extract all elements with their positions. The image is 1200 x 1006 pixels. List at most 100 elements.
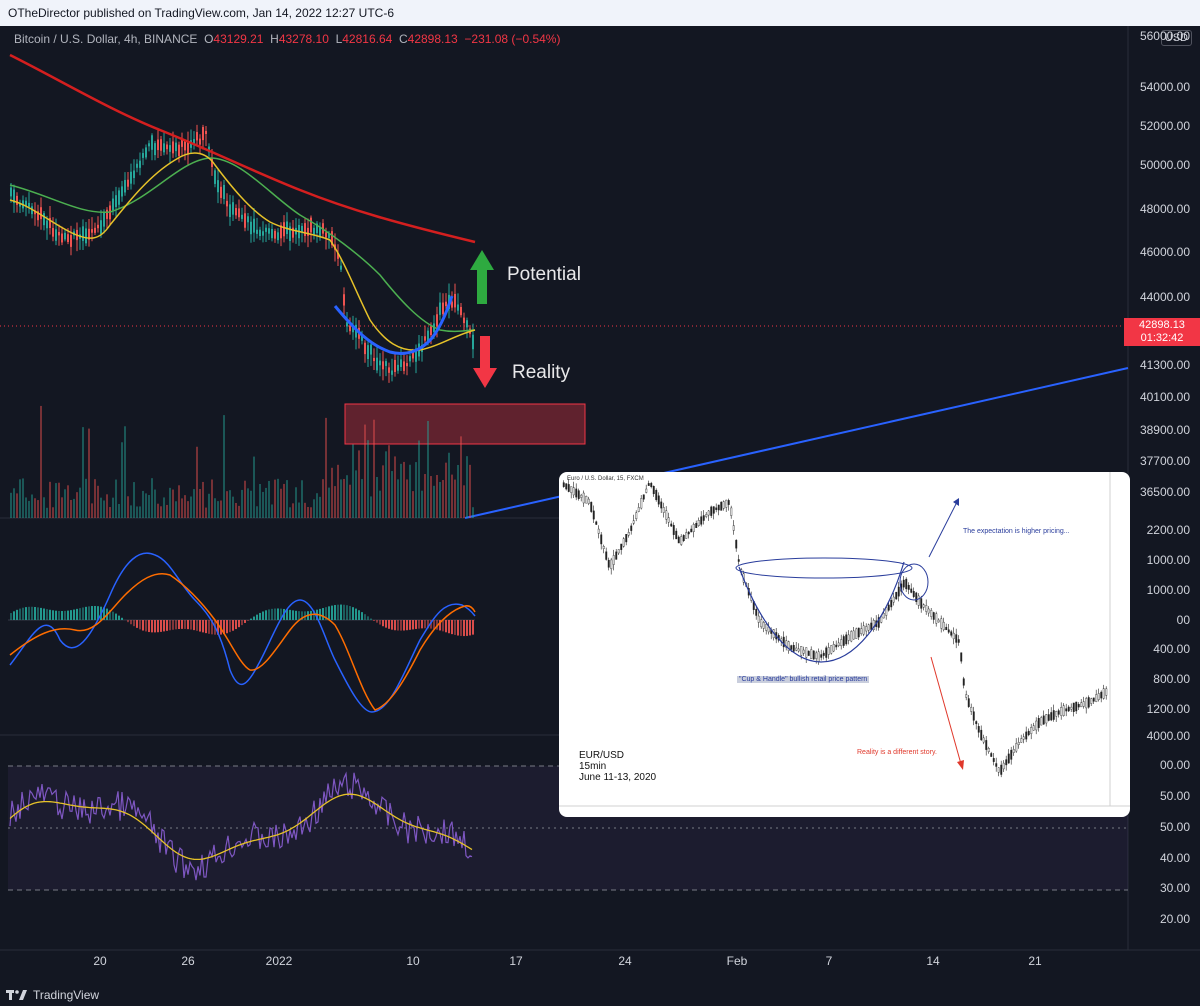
inset-candle-body	[1082, 701, 1085, 707]
inset-candle-body	[720, 501, 723, 511]
inset-candle-body	[957, 639, 960, 643]
volume-bar	[217, 501, 219, 518]
inset-candle-body	[657, 495, 660, 505]
macd-histogram-bar	[139, 620, 141, 630]
price-scale-label: 4000.00	[1146, 729, 1190, 743]
open-label: O	[204, 32, 214, 46]
volume-bar	[208, 493, 210, 518]
volume-bar	[22, 478, 24, 518]
inset-candle-body	[1102, 688, 1105, 699]
inset-candle-body	[922, 604, 925, 608]
candle-body	[406, 363, 408, 367]
candle-body	[13, 189, 15, 204]
macd-histogram-bar	[217, 620, 219, 635]
macd-histogram-bar	[439, 620, 441, 631]
inset-candle-body	[602, 546, 605, 549]
price-scale-label: 41300.00	[1139, 358, 1190, 372]
inset-candle-body	[705, 514, 708, 517]
inset-candle-body	[915, 592, 918, 602]
candle-body	[232, 202, 234, 215]
support-zone[interactable]	[344, 403, 586, 445]
volume-bar	[88, 428, 90, 518]
volume-bar	[43, 497, 45, 518]
inset-candle-body	[612, 555, 615, 565]
ma200-line	[9, 53, 476, 244]
currency-button[interactable]: USD	[1160, 30, 1192, 46]
inset-candle-body	[917, 595, 920, 606]
inset-candle-body	[590, 501, 593, 512]
macd-histogram-bar	[196, 620, 198, 631]
inset-candle-body	[805, 647, 808, 658]
volume-bar	[118, 503, 120, 518]
high-value: 43278.10	[278, 32, 329, 46]
inset-candle-body	[682, 534, 685, 542]
candle-body	[160, 139, 162, 151]
candle-body	[445, 301, 447, 307]
macd-histogram-bar	[193, 620, 195, 631]
volume-bar	[268, 480, 270, 518]
macd-histogram-bar	[94, 605, 96, 620]
macd-histogram-bar	[154, 620, 156, 633]
macd-histogram-bar	[130, 620, 132, 625]
macd-histogram-bar	[367, 616, 369, 620]
price-scale-label: 46000.00	[1139, 245, 1190, 259]
inset-candle-body	[1055, 711, 1058, 717]
macd-histogram-bar	[436, 620, 438, 630]
inset-candle-body	[1057, 710, 1060, 715]
inset-candle-body	[812, 650, 815, 660]
candle-body	[382, 361, 384, 370]
inset-candle-body	[690, 528, 693, 533]
macd-histogram-bar	[112, 611, 114, 620]
volume-bar	[172, 489, 174, 518]
macd-histogram-bar	[226, 620, 228, 634]
macd-histogram-bar	[85, 606, 87, 620]
candle-body	[463, 317, 465, 324]
macd-histogram-bar	[67, 610, 69, 620]
time-axis-label: 2022	[265, 954, 293, 968]
volume-bar	[94, 479, 96, 518]
candle-body	[40, 207, 42, 220]
candle-body	[52, 228, 54, 237]
volume-bar	[427, 420, 429, 518]
macd-histogram-bar	[133, 620, 135, 627]
volume-bar	[229, 490, 231, 518]
volume-bar	[136, 506, 138, 518]
volume-bar	[433, 485, 435, 518]
candle-body	[277, 232, 279, 241]
macd-histogram-bar	[346, 605, 348, 620]
inset-candle-body	[670, 523, 673, 527]
macd-histogram-bar	[301, 611, 303, 620]
candle-body	[415, 348, 417, 362]
inset-candle-body	[650, 483, 653, 487]
high-label: H	[270, 32, 279, 46]
candle-body	[151, 135, 153, 150]
volume-bar	[115, 479, 117, 518]
price-scale-label: 38900.00	[1139, 423, 1190, 437]
volume-bar	[178, 485, 180, 518]
inset-expectation-arrowhead	[953, 498, 959, 506]
volume-bar	[196, 446, 198, 518]
price-scale-label: 00.00	[1159, 758, 1190, 772]
macd-histogram-bar	[472, 620, 474, 635]
candle-body	[253, 218, 255, 233]
volume-bar	[226, 491, 228, 518]
inset-candle-body	[737, 559, 740, 562]
inset-candle-body	[837, 642, 840, 646]
inset-candle-body	[857, 627, 860, 638]
volume-bar	[418, 440, 420, 518]
inset-candle-body	[910, 588, 913, 593]
inset-candle-body	[852, 630, 855, 640]
volume-bar	[247, 488, 249, 518]
symbol-legend[interactable]: Bitcoin / U.S. Dollar, 4h, BINANCE O4312…	[14, 32, 560, 46]
macd-histogram-bar	[160, 620, 162, 632]
inset-candle-body	[1037, 718, 1040, 728]
volume-bar	[28, 500, 30, 518]
macd-histogram-bar	[103, 607, 105, 620]
time-axis-label: 21	[1028, 954, 1042, 968]
candle-body	[148, 143, 150, 147]
volume-bar	[382, 465, 384, 518]
candle-body	[184, 141, 186, 151]
inset-candle-body	[997, 767, 1000, 773]
inset-candle-body	[817, 651, 820, 662]
macd-histogram-bar	[178, 620, 180, 630]
